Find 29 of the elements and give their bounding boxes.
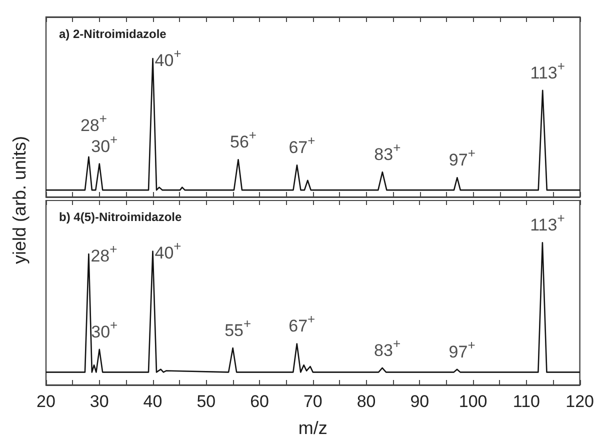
x-tick-label: 120: [566, 392, 594, 411]
annotation: 113+: [530, 58, 565, 82]
x-tick-label: 20: [36, 392, 56, 411]
annotation: 40+: [154, 238, 182, 263]
annotation: 55+: [224, 316, 252, 340]
x-tick-label: 100: [458, 392, 488, 411]
annotation: 40+: [154, 46, 182, 70]
annotation: 67+: [288, 312, 316, 336]
x-tick-label: 110: [512, 392, 540, 411]
annotation: 97+: [448, 146, 476, 170]
x-tick-label: 70: [303, 392, 322, 411]
x-tick-label: 80: [356, 392, 376, 411]
annotation: 30+: [91, 317, 118, 342]
chart-title: a) 2-Nitroimidazole: [59, 27, 167, 41]
x-tick-label: 30: [90, 392, 109, 411]
x-tick-label: 40: [143, 392, 162, 411]
x-tick-label: 50: [196, 392, 216, 411]
x-tick-label: 90: [410, 392, 430, 411]
annotation: 67+: [288, 133, 316, 158]
annotation: 83+: [374, 140, 401, 164]
y-axis-title: yield (arb. units): [10, 136, 30, 264]
annotation: 113+: [530, 210, 565, 235]
x-tick-label: 60: [250, 392, 269, 411]
x-axis-title: m/z: [298, 418, 328, 438]
annotation: 97+: [448, 337, 476, 362]
annotation: 56+: [230, 128, 256, 152]
annotation: 28+: [90, 242, 118, 266]
annotation: 83+: [374, 336, 401, 360]
chart-title: b) 4(5)-Nitroimidazole: [59, 210, 182, 224]
